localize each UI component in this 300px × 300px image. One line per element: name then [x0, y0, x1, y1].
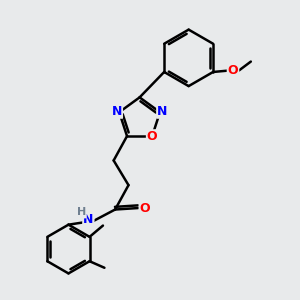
Text: N: N [83, 213, 94, 226]
Text: O: O [140, 202, 150, 214]
Text: O: O [147, 130, 158, 143]
Text: H: H [76, 208, 86, 218]
Text: O: O [228, 64, 238, 77]
Text: N: N [112, 105, 122, 118]
Text: N: N [157, 105, 167, 118]
